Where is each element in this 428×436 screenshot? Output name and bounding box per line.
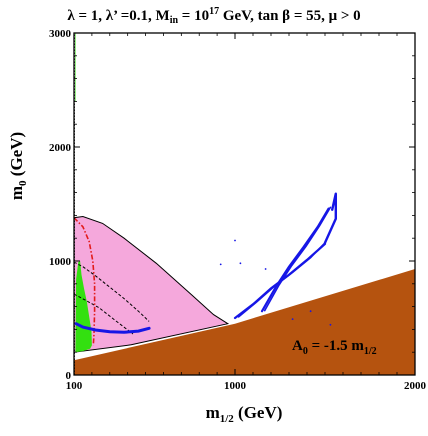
chart-title: λ = 1, λ’ =0.1, Min = 1017 GeV, tan β = … — [67, 6, 360, 26]
black-dashed-contour-1 — [73, 261, 150, 322]
blue-relic-strip-upper-right-2 — [263, 206, 332, 312]
x-tick-label-100: 100 — [66, 380, 83, 392]
scatter-speck-1 — [234, 239, 236, 242]
x-axis-label: m1/2 (GeV) — [206, 403, 283, 425]
scatter-speck-3 — [264, 268, 267, 270]
y-tick-label-2000: 2000 — [49, 142, 72, 154]
scatter-speck-4 — [291, 318, 294, 320]
x-tick-label-2000: 2000 — [404, 380, 427, 392]
blue-relic-strip-lower — [74, 322, 151, 334]
y-tick-label-3000: 3000 — [49, 28, 72, 40]
a0-annotation: A0 = -1.5 m1/2 — [292, 338, 377, 357]
blue-relic-strip-tip — [323, 192, 337, 245]
plot-frame — [73, 32, 416, 376]
y-tick-label-1000: 1000 — [49, 256, 72, 268]
ticks-layer: 100 1000 2000 0 1000 2000 3000 — [49, 28, 427, 392]
scatter-speck-6 — [329, 323, 332, 326]
scatter-speck-5 — [309, 310, 312, 313]
black-dashed-contour-2 — [73, 293, 134, 335]
scatter-speck-2 — [239, 262, 242, 265]
green-strip — [75, 33, 76, 102]
blue-relic-strip-upper-right — [260, 207, 330, 313]
y-tick-label-0: 0 — [66, 370, 72, 382]
regions-layer — [73, 33, 415, 375]
brown-excluded-region — [74, 269, 415, 375]
x-tick-label-1000: 1000 — [224, 380, 247, 392]
y-axis-label: m0 (GeV) — [7, 132, 29, 200]
scatter-speck-0 — [219, 263, 222, 266]
